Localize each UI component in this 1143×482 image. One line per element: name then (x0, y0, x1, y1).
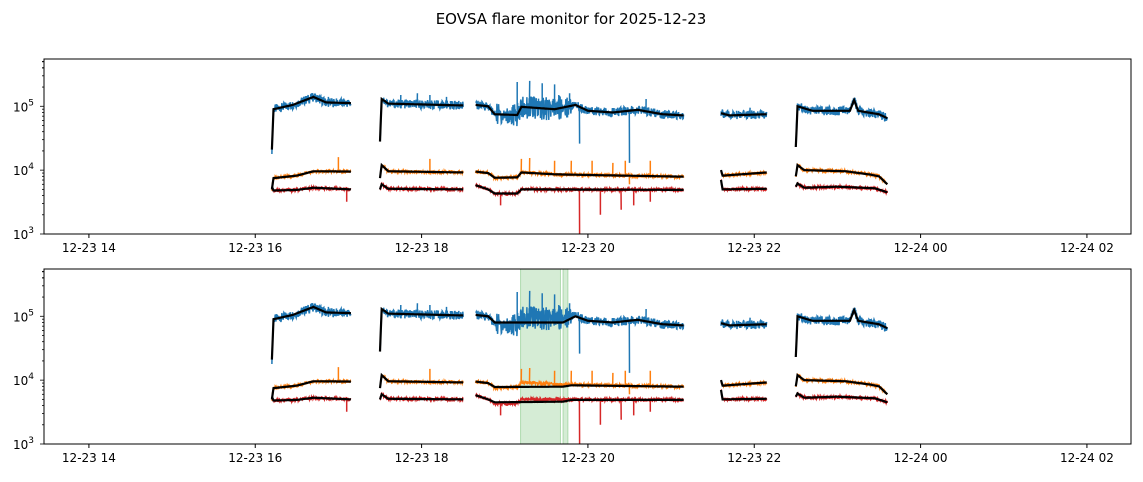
x-tick-label: 12-23 14 (62, 241, 116, 255)
x-tick-label: 12-23 14 (62, 451, 116, 465)
flare-span (562, 268, 569, 445)
x-tick-label: 12-23 22 (727, 451, 781, 465)
panel-1: 103 104 105 12-23 14 12-23 16 12-23 18 12-23 2… (13, 58, 1132, 255)
blue-trend-line (720, 112, 767, 117)
red-series (474, 182, 684, 235)
x-tick-label: 12-24 02 (1060, 451, 1114, 465)
blue-trend-line (794, 97, 888, 148)
orange-trend-line (475, 380, 684, 389)
y-tick-label: 104 (13, 372, 34, 388)
blue-trend-line (794, 307, 888, 358)
orange-series (795, 162, 888, 185)
orange-series (379, 368, 464, 388)
orange-trend-line (794, 163, 889, 186)
flare-span (520, 268, 561, 445)
x-tick-label: 12-23 18 (395, 241, 449, 255)
red-trend-line (794, 391, 888, 404)
x-tick-label: 12-24 02 (1060, 241, 1114, 255)
red-trend-line (794, 181, 888, 194)
x-tick-label: 12-23 20 (561, 241, 615, 255)
blue-trend-line (475, 313, 684, 327)
red-trend-line (378, 392, 464, 401)
y-tick-label: 104 (13, 162, 34, 178)
orange-trend-line (475, 170, 684, 179)
red-trend-line (475, 184, 684, 195)
red-trend-line (719, 389, 767, 401)
x-tick-label: 12-23 22 (727, 241, 781, 255)
x-tick-label: 12-23 16 (228, 451, 282, 465)
blue-series (475, 80, 685, 163)
orange-trend-line (378, 372, 464, 389)
blue-series (795, 97, 889, 145)
orange-trend-line (794, 373, 889, 396)
blue-trend-line (270, 95, 351, 150)
orange-series (474, 157, 685, 185)
red-trend-line (270, 186, 352, 192)
chart-title: EOVSA flare monitor for 2025-12-23 (436, 10, 707, 28)
blue-series (379, 303, 464, 348)
blue-trend-line (270, 305, 351, 360)
orange-trend-line (719, 379, 767, 387)
y-tick-label: 103 (13, 436, 34, 452)
blue-series (720, 107, 768, 121)
blue-series (379, 93, 464, 138)
y-tick-label: 103 (13, 226, 34, 242)
x-tick-label: 12-24 00 (894, 241, 948, 255)
axes-frame (43, 268, 1132, 445)
axes-frame (43, 58, 1132, 235)
y-tick-label: 105 (13, 98, 34, 114)
blue-series (795, 307, 889, 355)
orange-trend-line (719, 169, 767, 177)
blue-trend-line (475, 103, 684, 117)
red-trend-line (270, 396, 352, 402)
orange-series (474, 367, 685, 395)
blue-trend-line (378, 306, 464, 352)
orange-series (795, 372, 888, 395)
y-tick-label: 105 (13, 308, 34, 324)
blue-trend-line (378, 96, 464, 142)
orange-series (379, 158, 464, 178)
x-tick-label: 12-23 18 (395, 451, 449, 465)
orange-trend-line (378, 162, 464, 179)
orange-trend-line (270, 380, 351, 400)
red-trend-line (719, 179, 767, 191)
orange-trend-line (270, 170, 351, 190)
blue-series (475, 290, 685, 373)
x-tick-label: 12-24 00 (894, 451, 948, 465)
x-tick-label: 12-23 16 (228, 241, 282, 255)
panel-2: 103 104 105 12-23 14 12-23 16 12-23 18 12-23 2… (13, 268, 1132, 465)
red-trend-line (475, 394, 684, 404)
red-trend-line (378, 182, 464, 191)
blue-trend-line (720, 322, 767, 327)
x-tick-label: 12-23 20 (561, 451, 615, 465)
